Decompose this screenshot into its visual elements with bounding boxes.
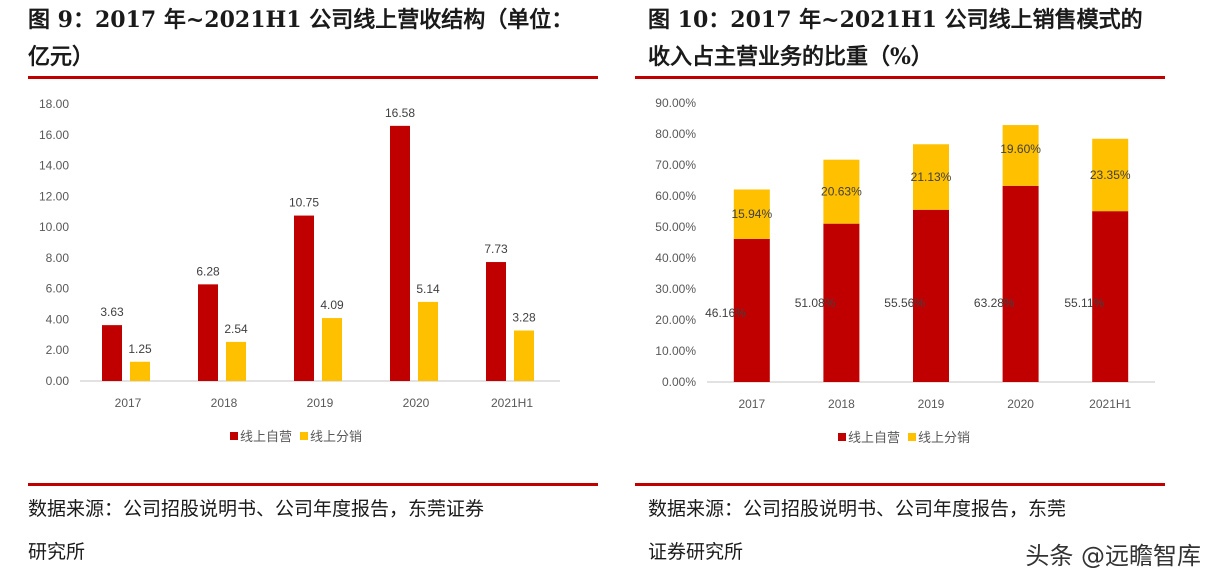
data-label: 10.75 [289,196,319,210]
legend-label: 线上分销 [310,429,362,444]
left-title-line2: 亿元） [28,44,95,70]
y-tick-label: 8.00 [46,251,70,265]
right-source-line1: 数据来源：公司招股说明书、公司年度报告，东莞 [648,498,1067,520]
y-tick-label: 12.00 [39,189,69,203]
x-tick-label: 2021H1 [491,396,533,410]
bar-segment-self-operated [1002,185,1039,382]
bar-distribution [130,361,150,381]
data-label: 16.58 [385,106,415,120]
data-label: 55.56% [884,296,925,310]
bar-segment-self-operated [733,238,770,382]
left-title-line1: 图 9：2017 年~2021H1 公司线上营收结构（单位： [28,7,574,33]
data-label: 7.73 [484,242,508,256]
data-label: 20.63% [821,185,862,199]
data-label: 2.54 [224,322,248,336]
right-title-line1: 图 10：2017 年~2021H1 公司线上销售模式的 [648,7,1143,33]
x-tick-label: 2019 [307,396,334,410]
bar-segment-self-operated [913,209,949,382]
data-label: 63.28% [974,296,1015,310]
data-label: 6.28 [196,264,220,278]
x-tick-label: 2020 [1007,397,1034,411]
bar-distribution [322,318,342,381]
y-tick-label: 4.00 [46,312,70,326]
data-label: 46.16% [705,306,746,320]
x-tick-label: 2017 [115,396,142,410]
y-tick-label: 6.00 [46,282,70,296]
x-tick-label: 2017 [738,397,765,411]
data-label: 51.08% [795,296,836,310]
y-tick-label: 90.00% [655,96,696,110]
y-tick-label: 18.00 [39,97,69,111]
bar-distribution [226,341,246,381]
bar-self-operated [198,284,218,381]
bar-segment-distribution [913,144,949,210]
y-tick-label: 10.00 [39,220,69,234]
data-label: 55.11% [1064,296,1104,310]
legend-swatch [838,433,846,441]
y-tick-label: 70.00% [655,158,696,172]
x-tick-label: 2020 [403,396,430,410]
bar-self-operated [102,325,122,381]
y-tick-label: 10.00% [655,344,696,358]
left-source-rule [28,483,598,486]
bar-segment-self-operated [1092,211,1129,382]
data-label: 19.60% [1000,142,1041,156]
bar-self-operated [294,215,314,381]
data-label: 23.35% [1090,168,1131,182]
data-label: 1.25 [128,342,152,356]
bar-segment-distribution [823,159,860,224]
right-source-rule [635,483,1165,486]
left-source-line1: 数据来源：公司招股说明书、公司年度报告，东莞证券 [28,498,485,520]
y-tick-label: 16.00 [39,128,69,142]
bar-segment-self-operated [823,223,860,382]
legend-swatch [908,433,916,441]
bar-distribution [514,330,534,381]
x-tick-label: 2018 [828,397,855,411]
legend-swatch [300,432,308,440]
left-source-line2: 研究所 [28,541,86,563]
y-tick-label: 2.00 [46,343,70,357]
data-label: 4.09 [320,298,344,312]
legend-label: 线上自营 [240,429,292,444]
y-tick-label: 30.00% [655,282,696,296]
legend-swatch [230,432,238,440]
watermark: 头条 @远瞻智库 [1025,542,1201,570]
right-title-line2: 收入占主营业务的比重（%） [648,44,933,70]
bar-segment-distribution [1092,138,1129,212]
legend-label: 线上自营 [848,430,900,445]
y-tick-label: 50.00% [655,220,696,234]
legend-label: 线上分销 [918,430,970,445]
y-tick-label: 60.00% [655,189,696,203]
y-tick-label: 40.00% [655,251,696,265]
bar-segment-distribution [1002,125,1039,186]
y-tick-label: 20.00% [655,313,696,327]
right-source-line2: 证券研究所 [648,541,744,563]
bar-distribution [418,301,438,381]
x-tick-label: 2021H1 [1089,397,1131,411]
y-tick-label: 0.00% [662,375,696,389]
data-label: 5.14 [416,282,440,296]
data-label: 21.13% [911,170,952,184]
y-tick-label: 0.00 [46,374,70,388]
y-tick-label: 80.00% [655,127,696,141]
y-tick-label: 14.00 [39,159,69,173]
data-label: 3.63 [100,305,124,319]
left-title-rule [28,76,598,79]
bar-self-operated [390,125,410,381]
data-label: 3.28 [512,311,536,325]
x-tick-label: 2018 [211,396,238,410]
data-label: 15.94% [731,207,772,221]
x-tick-label: 2019 [918,397,945,411]
right-title-rule [635,76,1165,79]
bar-self-operated [486,262,506,381]
bar-segment-distribution [733,189,770,239]
